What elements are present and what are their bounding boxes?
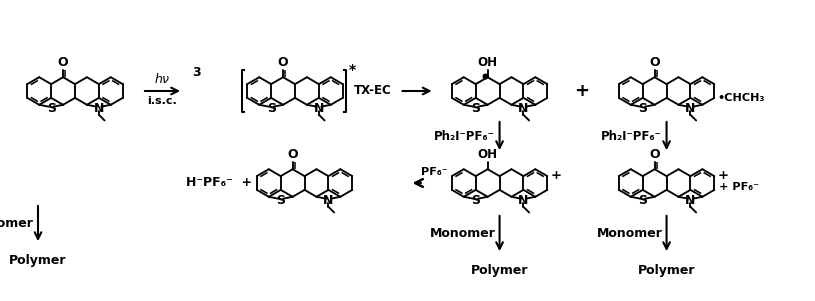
Text: Ph₂I⁻PF₆⁻: Ph₂I⁻PF₆⁻	[434, 129, 495, 142]
Text: O: O	[650, 56, 660, 69]
Text: +: +	[574, 82, 589, 100]
Text: $h\nu$: $h\nu$	[154, 72, 171, 86]
Text: S: S	[638, 102, 647, 115]
Text: +: +	[551, 169, 562, 182]
Text: S: S	[471, 194, 480, 206]
Text: Polymer: Polymer	[638, 264, 695, 277]
Text: •CHCH₃: •CHCH₃	[717, 93, 764, 103]
Text: N: N	[324, 194, 333, 206]
Text: S: S	[46, 102, 55, 115]
Text: O: O	[650, 148, 660, 161]
Text: OH: OH	[478, 56, 498, 69]
Text: Polymer: Polymer	[9, 254, 67, 267]
Text: N: N	[94, 102, 104, 115]
Text: S: S	[276, 194, 285, 206]
Text: TX-EC: TX-EC	[354, 85, 391, 98]
Text: S: S	[471, 102, 480, 115]
Text: O: O	[278, 56, 289, 69]
Text: N: N	[314, 102, 324, 115]
Text: 3: 3	[192, 66, 200, 79]
Text: Ph₂I⁻PF₆⁻: Ph₂I⁻PF₆⁻	[601, 129, 662, 142]
Text: Monomer: Monomer	[430, 227, 496, 240]
Text: Monomer: Monomer	[0, 217, 34, 230]
Text: S: S	[638, 194, 647, 206]
Text: i.s.c.: i.s.c.	[148, 96, 178, 106]
Text: N: N	[685, 102, 696, 115]
Text: Polymer: Polymer	[471, 264, 528, 277]
Text: N: N	[685, 194, 696, 206]
Text: +: +	[718, 169, 729, 182]
Text: *: *	[349, 63, 355, 77]
Text: O: O	[288, 148, 298, 161]
Text: N: N	[518, 194, 529, 206]
Text: N: N	[518, 102, 529, 115]
Text: S: S	[267, 102, 275, 115]
Text: O: O	[58, 56, 68, 69]
Text: Monomer: Monomer	[597, 227, 663, 240]
Text: OH: OH	[478, 148, 498, 161]
Text: + PF₆⁻: + PF₆⁻	[719, 182, 759, 192]
Text: PF₆⁻: PF₆⁻	[421, 167, 448, 177]
Text: H⁻PF₆⁻  +: H⁻PF₆⁻ +	[186, 176, 252, 190]
